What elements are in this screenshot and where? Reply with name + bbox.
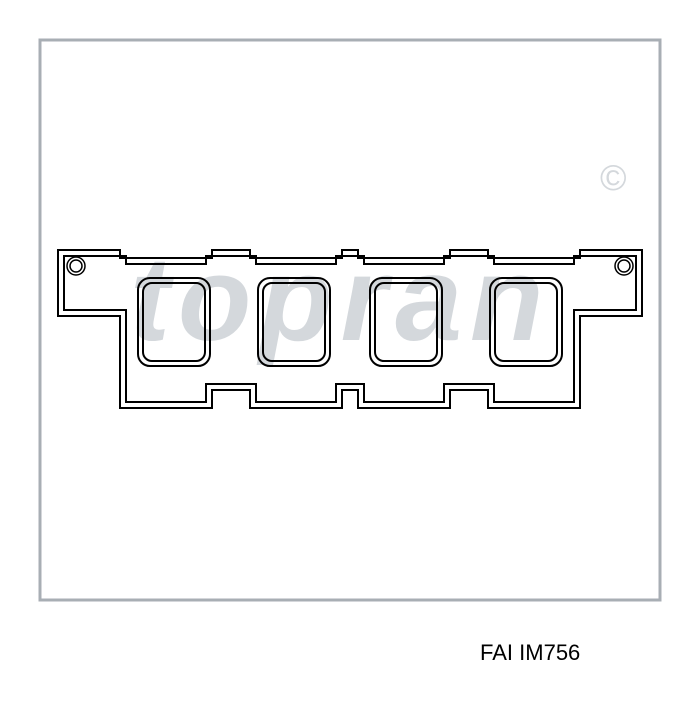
part-label: FAI IM756 — [480, 640, 580, 666]
copyright-icon: © — [600, 157, 627, 198]
diagram-canvas: topran © FAI IM756 — [0, 0, 700, 700]
part-number-text: IM756 — [519, 640, 580, 665]
gasket-drawing: topran © — [0, 0, 700, 700]
brand-text: FAI — [480, 640, 513, 665]
